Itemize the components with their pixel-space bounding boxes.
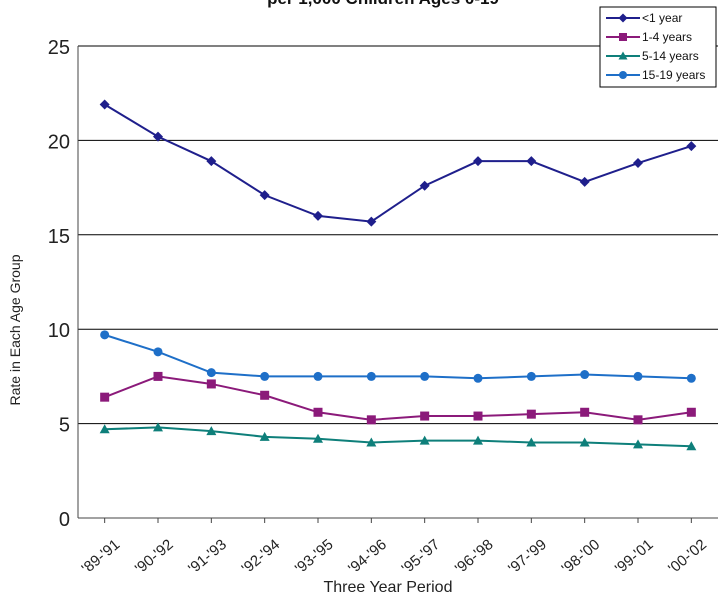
legend-item: 1-4 years — [606, 30, 692, 44]
legend-item: <1 year — [606, 11, 682, 25]
data-point-circle — [619, 71, 627, 79]
x-tick-label: '94-'96 — [345, 536, 390, 577]
legend-label: 1-4 years — [642, 30, 692, 44]
data-point-square — [100, 392, 110, 402]
data-point-circle — [100, 330, 110, 340]
y-tick-label: 0 — [59, 509, 70, 531]
data-point-diamond — [526, 156, 537, 167]
data-point-square — [206, 379, 216, 389]
x-tick-label: '96-'98 — [452, 536, 497, 577]
y-tick-label: 15 — [48, 226, 70, 248]
data-point-triangle — [618, 51, 628, 60]
data-point-square — [420, 411, 430, 421]
series-1 — [100, 371, 696, 425]
data-point-circle — [153, 347, 163, 357]
x-tick-label: '98-'00 — [559, 536, 604, 577]
chart-title: per 1,000 Children Ages 0-19 — [267, 0, 499, 8]
grid-layer — [78, 45, 718, 425]
data-point-diamond — [419, 180, 430, 191]
data-point-square — [260, 390, 270, 400]
y-axis-label: Rate in Each Age Group — [7, 254, 23, 405]
data-point-triangle — [526, 437, 537, 447]
series-layer — [99, 99, 697, 451]
data-point-square — [619, 33, 627, 41]
data-point-circle — [206, 368, 216, 378]
data-point-diamond — [366, 216, 377, 227]
legend-label: <1 year — [642, 11, 682, 25]
data-point-circle — [633, 371, 643, 381]
x-tick-label: '92-'94 — [239, 536, 284, 577]
data-point-triangle — [473, 435, 483, 445]
data-point-diamond — [579, 176, 590, 187]
data-point-triangle — [99, 424, 110, 434]
data-point-square — [313, 407, 323, 417]
legend-label: 15-19 years — [642, 68, 705, 82]
x-tick-label: '90-'92 — [132, 536, 177, 577]
y-tick-label: 25 — [48, 37, 70, 59]
data-point-triangle — [366, 437, 377, 447]
data-point-diamond — [473, 156, 483, 167]
x-tick-label: '00-'02 — [665, 536, 710, 577]
legend-item: 5-14 years — [606, 49, 699, 63]
legend-label: 5-14 years — [642, 49, 699, 63]
data-point-square — [153, 371, 163, 381]
data-point-circle — [420, 371, 430, 381]
y-tick-label: 5 — [59, 415, 70, 437]
data-point-square — [473, 411, 483, 421]
legend: <1 year 1-4 years 5-14 years 15-19 years — [599, 6, 717, 88]
data-point-circle — [526, 371, 536, 381]
series-0 — [99, 99, 697, 227]
data-point-diamond — [686, 141, 697, 152]
data-point-square — [526, 409, 536, 419]
axis-layer: 0510152025'89-'91'90-'92'91-'93'92-'94'9… — [48, 37, 718, 577]
data-point-triangle — [633, 439, 643, 449]
data-point-diamond — [259, 190, 270, 201]
data-point-circle — [580, 370, 590, 380]
x-tick-label: '93-'95 — [292, 536, 337, 577]
data-point-diamond — [206, 156, 217, 167]
data-point-triangle — [259, 431, 270, 441]
x-tick-label: '99-'01 — [612, 536, 657, 577]
y-tick-label: 20 — [48, 131, 70, 153]
data-point-diamond — [153, 131, 163, 142]
data-point-triangle — [686, 441, 697, 451]
data-point-triangle — [419, 435, 430, 445]
data-point-square — [366, 415, 376, 425]
series-line — [104, 426, 692, 448]
data-point-triangle — [313, 433, 323, 443]
data-point-square — [580, 407, 590, 417]
y-tick-label: 10 — [48, 320, 70, 342]
series-line — [104, 333, 692, 380]
series-3 — [100, 330, 696, 383]
x-tick-label: '95-'97 — [399, 536, 444, 577]
series-line — [104, 103, 692, 223]
data-point-circle — [313, 371, 323, 381]
data-point-diamond — [618, 13, 628, 23]
x-axis-label: Three Year Period — [324, 579, 453, 596]
data-point-triangle — [206, 426, 217, 436]
data-point-circle — [473, 373, 483, 383]
data-point-square — [633, 415, 643, 425]
data-point-triangle — [579, 437, 590, 447]
data-point-triangle — [153, 422, 163, 432]
series-line — [104, 375, 692, 421]
x-tick-label: '91-'93 — [185, 536, 230, 577]
data-point-circle — [686, 373, 696, 383]
data-point-diamond — [633, 158, 643, 169]
x-tick-label: '89-'91 — [79, 536, 124, 577]
data-point-diamond — [313, 210, 323, 221]
data-point-circle — [366, 371, 376, 381]
data-point-circle — [260, 371, 270, 381]
series-2 — [99, 422, 697, 451]
data-point-diamond — [99, 99, 110, 110]
x-tick-label: '97-'99 — [505, 536, 550, 577]
legend-item: 15-19 years — [606, 68, 705, 82]
data-point-square — [686, 407, 696, 417]
